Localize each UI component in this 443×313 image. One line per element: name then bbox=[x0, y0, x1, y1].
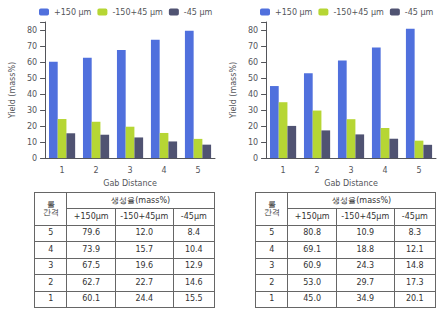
svg-text:Yield (mass%): Yield (mass%) bbox=[8, 62, 17, 119]
svg-text:+150 μm: +150 μm bbox=[275, 8, 313, 17]
svg-text:-150+45 μm: -150+45 μm bbox=[333, 8, 384, 17]
html-text:29.7: 29.7 bbox=[356, 277, 375, 287]
svg-text:40: 40 bbox=[248, 90, 258, 99]
svg-text:60: 60 bbox=[27, 58, 37, 67]
html-text:1: 1 bbox=[48, 294, 54, 304]
svg-text:20: 20 bbox=[27, 122, 37, 131]
html-text:53.0: 53.0 bbox=[303, 277, 322, 287]
html-text:15.7: 15.7 bbox=[135, 244, 154, 254]
svg-text:50: 50 bbox=[27, 74, 37, 83]
html-text:3: 3 bbox=[48, 261, 54, 271]
svg-text:+150 μm: +150 μm bbox=[54, 8, 92, 17]
html-text:2: 2 bbox=[48, 277, 54, 287]
html-text:4: 4 bbox=[269, 244, 275, 254]
html-text:60.1: 60.1 bbox=[82, 294, 101, 304]
svg-text:80: 80 bbox=[248, 26, 258, 35]
html-text:24.3: 24.3 bbox=[356, 261, 375, 271]
html-text:20.1: 20.1 bbox=[405, 294, 424, 304]
html-text:1: 1 bbox=[269, 294, 275, 304]
html-text:12.0: 12.0 bbox=[135, 228, 154, 238]
html-text:+150μm: +150μm bbox=[294, 211, 330, 221]
svg-text:-150+45 μm: -150+45 μm bbox=[112, 8, 163, 17]
html-text:80.8: 80.8 bbox=[303, 228, 322, 238]
html-text:15.5: 15.5 bbox=[184, 294, 203, 304]
html-text:+150μm: +150μm bbox=[73, 211, 109, 221]
svg-text:3: 3 bbox=[348, 166, 353, 175]
svg-text:1: 1 bbox=[281, 166, 286, 175]
html-text:5: 5 bbox=[269, 228, 275, 238]
html-text:4: 4 bbox=[48, 244, 54, 254]
html-text:14.8: 14.8 bbox=[405, 261, 424, 271]
html-text:12.1: 12.1 bbox=[405, 244, 424, 254]
svg-text:80: 80 bbox=[27, 26, 37, 35]
html-text:45.0: 45.0 bbox=[303, 294, 322, 304]
svg-text:4: 4 bbox=[382, 166, 387, 175]
svg-text:Yield (mass%): Yield (mass%) bbox=[229, 62, 238, 119]
svg-text:4: 4 bbox=[161, 166, 166, 175]
html-text:18.8: 18.8 bbox=[356, 244, 375, 254]
html-text:67.5: 67.5 bbox=[82, 261, 101, 271]
html-text:10.4: 10.4 bbox=[184, 244, 203, 254]
svg-text:10: 10 bbox=[27, 138, 37, 147]
html-text:73.9: 73.9 bbox=[82, 244, 101, 254]
svg-text:10: 10 bbox=[248, 138, 258, 147]
svg-text:70: 70 bbox=[248, 42, 258, 51]
svg-text:70: 70 bbox=[27, 42, 37, 51]
html-text:12.9: 12.9 bbox=[184, 261, 203, 271]
html-text:-150+45μm: -150+45μm bbox=[120, 211, 169, 221]
html-text:-150+45μm: -150+45μm bbox=[341, 211, 390, 221]
svg-text:5: 5 bbox=[416, 166, 421, 175]
html-text:22.7: 22.7 bbox=[135, 277, 154, 287]
html-text:-45μm: -45μm bbox=[180, 211, 207, 221]
html-text:17.3: 17.3 bbox=[405, 277, 424, 287]
html-text:79.6: 79.6 bbox=[82, 228, 101, 238]
html-text:생성율(mass%): 생성율(mass%) bbox=[111, 195, 171, 205]
svg-text:Gab Distance: Gab Distance bbox=[103, 179, 157, 188]
svg-text:Gab Distance: Gab Distance bbox=[324, 179, 378, 188]
html-text:2: 2 bbox=[269, 277, 275, 287]
svg-text:40: 40 bbox=[27, 90, 37, 99]
svg-text:-45 μm: -45 μm bbox=[184, 8, 213, 17]
html-text:롤 간격: 롤 간격 bbox=[42, 199, 59, 217]
svg-text:3: 3 bbox=[127, 166, 132, 175]
html-text:14.6: 14.6 bbox=[184, 277, 203, 287]
html-text:60.9: 60.9 bbox=[303, 261, 322, 271]
svg-text:2: 2 bbox=[315, 166, 320, 175]
html-text:생성율(mass%): 생성율(mass%) bbox=[332, 195, 392, 205]
svg-text:60: 60 bbox=[248, 58, 258, 67]
svg-text:2: 2 bbox=[94, 166, 99, 175]
html-text:19.6: 19.6 bbox=[135, 261, 154, 271]
html-text:3: 3 bbox=[269, 261, 275, 271]
svg-text:20: 20 bbox=[248, 122, 258, 131]
svg-text:30: 30 bbox=[248, 106, 258, 115]
html-text:34.9: 34.9 bbox=[356, 294, 375, 304]
html-text:24.4: 24.4 bbox=[135, 294, 154, 304]
svg-text:1: 1 bbox=[60, 166, 65, 175]
html-text:10.9: 10.9 bbox=[356, 228, 375, 238]
svg-text:-45 μm: -45 μm bbox=[405, 8, 434, 17]
html-text:롤 간격: 롤 간격 bbox=[263, 199, 280, 217]
html-text:62.7: 62.7 bbox=[82, 277, 101, 287]
svg-text:0: 0 bbox=[253, 154, 258, 163]
html-text:8.4: 8.4 bbox=[187, 228, 201, 238]
html-text:8.3: 8.3 bbox=[408, 228, 422, 238]
svg-text:30: 30 bbox=[27, 106, 37, 115]
svg-text:50: 50 bbox=[248, 74, 258, 83]
html-text:-45μm: -45μm bbox=[401, 211, 428, 221]
svg-text:0: 0 bbox=[32, 154, 37, 163]
svg-text:5: 5 bbox=[195, 166, 200, 175]
html-text:69.1: 69.1 bbox=[303, 244, 322, 254]
html-text:5: 5 bbox=[48, 228, 54, 238]
